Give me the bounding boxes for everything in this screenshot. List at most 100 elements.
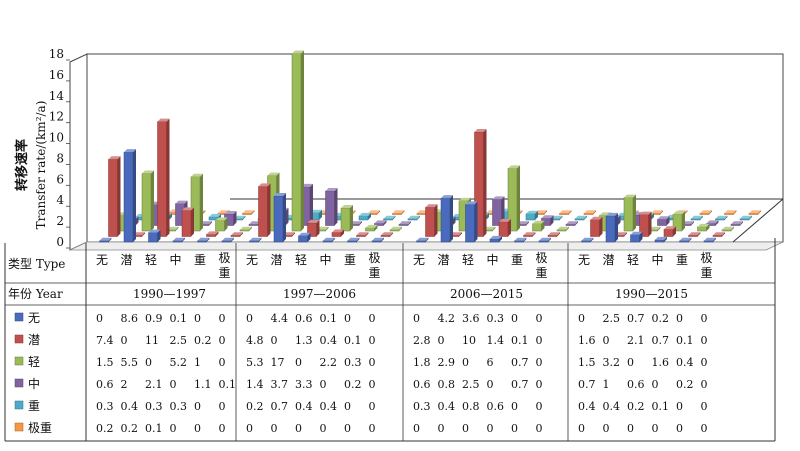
- bar-重-side: [584, 215, 587, 220]
- bar-中-side: [233, 211, 237, 226]
- bar-无-front: [273, 195, 284, 243]
- bar-中-side: [526, 221, 529, 226]
- bar-潜-top: [499, 218, 511, 222]
- category-header: 极: [218, 251, 230, 265]
- table-cell: 1: [603, 378, 610, 391]
- table-cell: 3.3: [295, 378, 313, 391]
- bar-无-top: [679, 237, 692, 241]
- bar-无-top: [298, 232, 311, 236]
- bar-轻-side: [633, 194, 636, 231]
- bar-无-front: [654, 239, 665, 243]
- bar-潜-front: [425, 207, 435, 237]
- bar-中-top: [249, 221, 261, 225]
- y-tick-label: 12: [49, 110, 64, 124]
- bar-潜-side: [215, 231, 219, 237]
- bar-潜-side: [624, 232, 627, 237]
- data-table: 类型 Type年份 Year无潜轻中重极重1990—1997无潜轻中重极重199…: [4, 238, 776, 442]
- bar-重-side: [169, 212, 172, 220]
- category-header: 中: [651, 252, 663, 267]
- table-cell: 0.1: [320, 312, 338, 325]
- table-cell: 3.2: [603, 356, 621, 369]
- bar-潜-front: [523, 235, 533, 237]
- bar-无-side: [499, 235, 502, 242]
- bar-极重-side: [568, 210, 572, 215]
- bar-极重-front: [559, 213, 569, 215]
- bar-轻-side: [301, 50, 304, 231]
- bar-潜-front: [498, 221, 509, 237]
- table-cell: 0: [487, 378, 494, 391]
- table-cell: 0.4: [121, 400, 139, 413]
- bar-中-side: [666, 216, 670, 226]
- bar-无-front: [148, 232, 158, 243]
- table-cell: 0.3: [170, 400, 188, 413]
- table-cell: 0: [701, 312, 708, 325]
- legend-label: 无: [28, 311, 40, 325]
- table-cell: 0.7: [578, 378, 596, 391]
- bar-中-side: [715, 220, 719, 226]
- category-header: 重: [344, 253, 356, 267]
- bar-无-front: [465, 204, 475, 243]
- bar-无-side: [283, 193, 286, 242]
- bar-中-top: [657, 216, 670, 220]
- bar-中-front: [657, 218, 667, 226]
- table-cell: 0.1: [145, 422, 163, 435]
- table-cell: 0: [246, 422, 253, 435]
- bar-轻-top: [142, 170, 154, 174]
- table-cell: 0: [536, 312, 543, 325]
- bar-无-top: [173, 237, 185, 241]
- bar-无-side: [474, 201, 478, 242]
- bar-中-side: [135, 216, 139, 226]
- bar-无-side: [615, 212, 618, 242]
- bar-无-top: [249, 237, 262, 241]
- bar-无-top: [606, 212, 618, 216]
- table-cell: 3.7: [271, 378, 289, 391]
- bar-轻-top: [508, 165, 520, 169]
- table-cell: 3.6: [462, 312, 480, 325]
- table-cell: 1.3: [295, 334, 313, 347]
- bar-无-top: [465, 201, 478, 205]
- bar-潜-side: [434, 204, 438, 237]
- bar-潜-side: [508, 218, 511, 237]
- table-cell: 0.4: [320, 334, 338, 347]
- bar-轻-top: [673, 211, 685, 215]
- y-tick-label: 8: [56, 151, 64, 165]
- period-header: 1997—2006: [283, 287, 356, 301]
- table-cell: 1.5: [578, 356, 596, 369]
- bar-极重-top: [368, 210, 380, 214]
- category-header-cont: 重: [368, 266, 380, 280]
- bar-无-side: [307, 232, 311, 242]
- bar-无-side: [425, 237, 429, 242]
- bar-极重-top: [724, 210, 737, 214]
- bar-轻-side: [706, 223, 710, 231]
- y-tick-label: 10: [49, 131, 64, 145]
- platform-edge-right: [732, 198, 784, 243]
- bar-无-side: [157, 229, 161, 242]
- table-cell: 0: [438, 334, 445, 347]
- category-header: 中: [486, 252, 498, 267]
- bar-极重-top: [584, 210, 596, 214]
- bar-潜-side: [240, 232, 243, 237]
- table-cell: 17: [271, 356, 285, 369]
- table-cell: 4.2: [438, 312, 456, 325]
- table-cell: 0: [96, 312, 103, 325]
- table-cell: 0: [320, 422, 327, 435]
- table-cell: 0: [271, 422, 278, 435]
- bar-重-side: [417, 215, 420, 220]
- category-header: 无: [246, 253, 258, 267]
- bar-潜-front: [258, 186, 268, 237]
- bar-潜-side: [459, 232, 462, 237]
- table-cell: 0: [487, 422, 494, 435]
- bar-中-front: [248, 224, 259, 226]
- bar-中-top: [224, 211, 237, 215]
- table-cell: 2.9: [438, 356, 456, 369]
- table-cell: 0: [219, 334, 226, 347]
- table-cell: 0: [536, 400, 543, 413]
- bar-极重-top: [651, 210, 663, 214]
- table-cell: 0: [676, 312, 683, 325]
- bar-潜-top: [548, 232, 560, 236]
- bar-无-side: [523, 237, 527, 242]
- bar-中-top: [706, 220, 719, 224]
- table-cell: 0.4: [578, 400, 596, 413]
- bar-无-top: [630, 231, 643, 235]
- table-cell: 10: [462, 334, 476, 347]
